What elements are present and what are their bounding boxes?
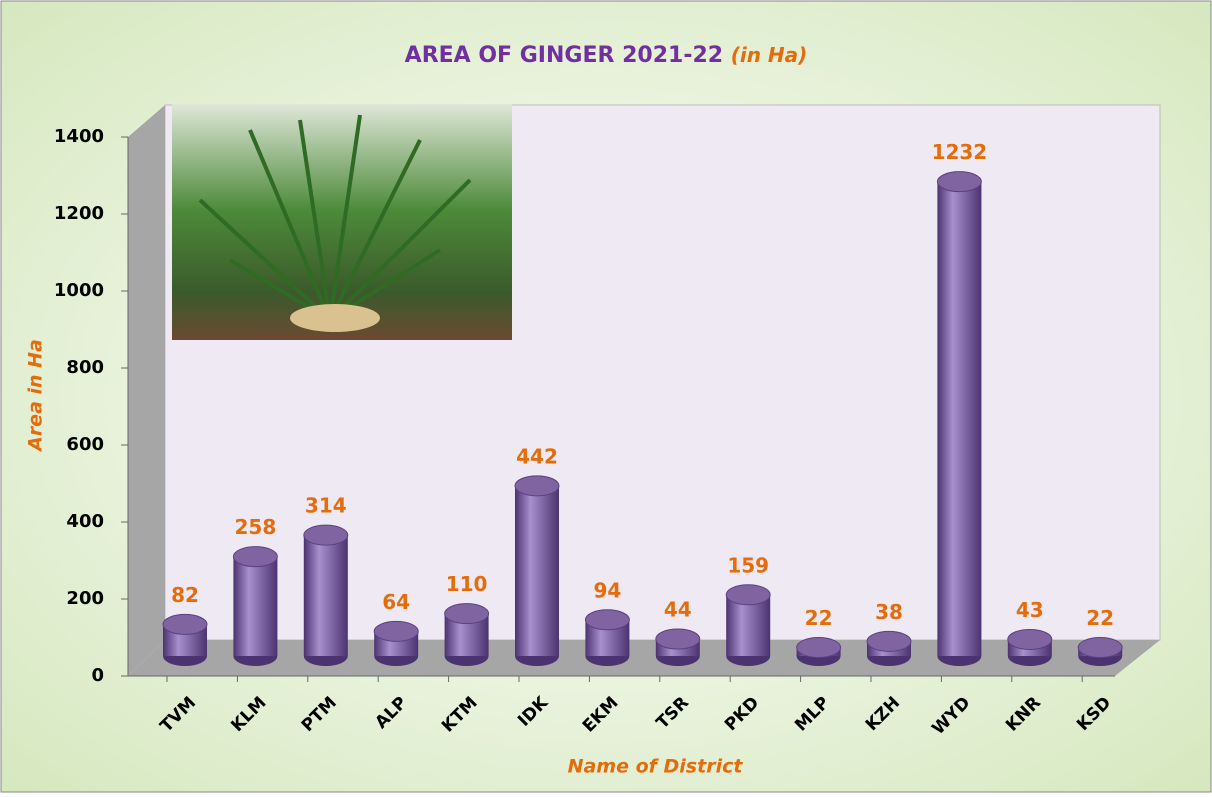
value-label: 314 bbox=[305, 494, 347, 518]
value-label: 94 bbox=[593, 578, 621, 602]
value-label: 44 bbox=[664, 598, 692, 622]
bar-cap bbox=[797, 638, 841, 658]
bar-cap bbox=[585, 610, 629, 630]
bar-cap bbox=[1078, 638, 1122, 658]
floor bbox=[128, 640, 1160, 676]
bar-cap bbox=[374, 621, 418, 641]
title-text: AREA OF GINGER 2021-22 bbox=[405, 43, 723, 68]
title-unit: (in Ha) bbox=[731, 43, 808, 67]
value-label: 43 bbox=[1016, 598, 1044, 622]
y-axis-title: Area in Ha bbox=[25, 339, 47, 453]
value-label: 64 bbox=[382, 590, 410, 614]
value-label: 38 bbox=[875, 600, 903, 624]
value-label: 1232 bbox=[932, 140, 988, 164]
value-label: 258 bbox=[235, 515, 277, 539]
bar-cap bbox=[937, 172, 981, 192]
y-tick-label: 1000 bbox=[54, 280, 104, 301]
value-label: 82 bbox=[171, 583, 199, 607]
value-label: 22 bbox=[805, 606, 833, 630]
bar-cap bbox=[304, 525, 348, 545]
value-label: 110 bbox=[446, 572, 488, 596]
ginger-photo bbox=[172, 104, 512, 340]
bar-cap bbox=[515, 476, 559, 496]
value-label: 442 bbox=[516, 444, 558, 468]
y-tick-label: 200 bbox=[66, 588, 104, 609]
bar bbox=[304, 535, 348, 656]
chart: AREA OF GINGER 2021-22 (in Ha) Area in H… bbox=[0, 0, 1212, 793]
bar-cap bbox=[445, 604, 489, 624]
y-tick-label: 1400 bbox=[54, 126, 104, 147]
bar-cap bbox=[867, 631, 911, 651]
bar-cap bbox=[233, 547, 277, 567]
y-tick-label: 0 bbox=[91, 665, 104, 686]
bar-cap bbox=[656, 629, 700, 649]
bar-cap bbox=[1008, 629, 1052, 649]
y-tick-label: 600 bbox=[66, 434, 104, 455]
x-axis-title: Name of District bbox=[568, 756, 744, 778]
value-label: 22 bbox=[1086, 606, 1114, 630]
chart-title: AREA OF GINGER 2021-22 (in Ha) bbox=[405, 43, 808, 69]
y-tick-label: 400 bbox=[66, 511, 104, 532]
bar bbox=[233, 557, 277, 656]
side-wall bbox=[128, 105, 165, 676]
bar-cap bbox=[726, 585, 770, 605]
bar bbox=[515, 486, 559, 656]
y-tick-label: 1200 bbox=[54, 203, 104, 224]
bar bbox=[937, 182, 981, 656]
value-label: 159 bbox=[727, 553, 769, 577]
bar-cap bbox=[163, 614, 207, 634]
y-tick-label: 800 bbox=[66, 357, 104, 378]
